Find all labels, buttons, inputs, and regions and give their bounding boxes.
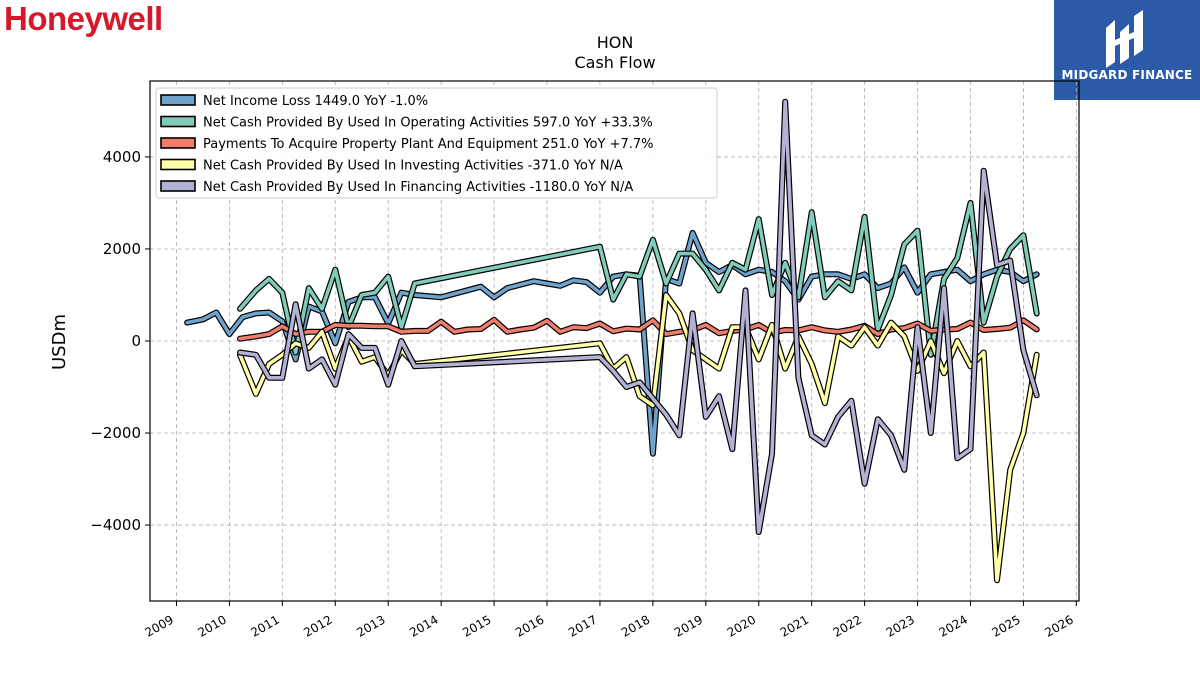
midgard-finance-watermark: MIDGARD FINANCE bbox=[1054, 0, 1200, 100]
chart-subtitle: Cash Flow bbox=[574, 53, 655, 72]
legend: Net Income Loss 1449.0 YoY -1.0% Net Cash… bbox=[155, 87, 718, 199]
x-tick-label: 2026 bbox=[1042, 612, 1075, 639]
x-tick-label: 2019 bbox=[672, 612, 705, 639]
x-tick-label: 2015 bbox=[460, 612, 493, 639]
midgard-logo-icon bbox=[1106, 10, 1143, 68]
honeywell-logo: Honeywell bbox=[4, 0, 163, 37]
x-tick-label: 2011 bbox=[248, 612, 281, 639]
legend-box bbox=[155, 87, 718, 199]
x-tick-label: 2018 bbox=[619, 612, 652, 639]
y-tick-label: −4000 bbox=[90, 516, 141, 534]
legend-entry-3: Net Cash Provided By Used In Investing A… bbox=[203, 159, 623, 174]
legend-entry-4: Net Cash Provided By Used In Financing A… bbox=[203, 180, 633, 195]
legend-swatch-1 bbox=[160, 115, 196, 128]
y-axis-label: USDm bbox=[49, 314, 70, 370]
y-tick-label: 0 bbox=[131, 332, 141, 350]
y-ticks: −4000 −2000 0 2000 4000 bbox=[90, 148, 150, 534]
series-line-2 bbox=[238, 318, 1039, 341]
legend-entry-1: Net Cash Provided By Used In Operating A… bbox=[203, 116, 653, 131]
legend-swatch-3 bbox=[160, 158, 196, 171]
chart-title: HON bbox=[597, 33, 634, 52]
x-tick-label: 2012 bbox=[301, 612, 334, 639]
x-tick-label: 2023 bbox=[884, 612, 917, 639]
x-tick-label: 2022 bbox=[831, 612, 864, 639]
legend-swatch-4 bbox=[160, 180, 196, 192]
midgard-finance-label: MIDGARD FINANCE bbox=[1061, 68, 1193, 82]
legend-swatch-2 bbox=[160, 137, 196, 149]
x-tick-label: 2010 bbox=[195, 612, 228, 639]
x-tick-label: 2013 bbox=[354, 612, 387, 639]
legend-swatch-0 bbox=[160, 94, 196, 106]
x-ticks: 2009 2010 2011 2012 2013 2014 2015 2016 2017 2018… bbox=[143, 601, 1077, 640]
series-line-4 bbox=[238, 99, 1039, 534]
x-tick-label: 2024 bbox=[937, 612, 970, 639]
x-tick-label: 2016 bbox=[513, 612, 546, 639]
x-tick-label: 2017 bbox=[566, 612, 599, 639]
legend-entry-0: Net Income Loss 1449.0 YoY -1.0% bbox=[203, 94, 428, 109]
x-tick-label: 2025 bbox=[989, 612, 1022, 639]
series-lines bbox=[184, 98, 1040, 584]
legend-entry-2: Payments To Acquire Property Plant And E… bbox=[203, 137, 654, 152]
y-tick-label: −2000 bbox=[90, 424, 141, 442]
x-tick-label: 2009 bbox=[143, 612, 176, 639]
x-tick-label: 2021 bbox=[778, 612, 811, 639]
x-tick-label: 2020 bbox=[725, 612, 758, 639]
y-tick-label: 4000 bbox=[103, 148, 141, 166]
y-tick-label: 2000 bbox=[103, 240, 141, 258]
x-tick-label: 2014 bbox=[407, 612, 440, 639]
